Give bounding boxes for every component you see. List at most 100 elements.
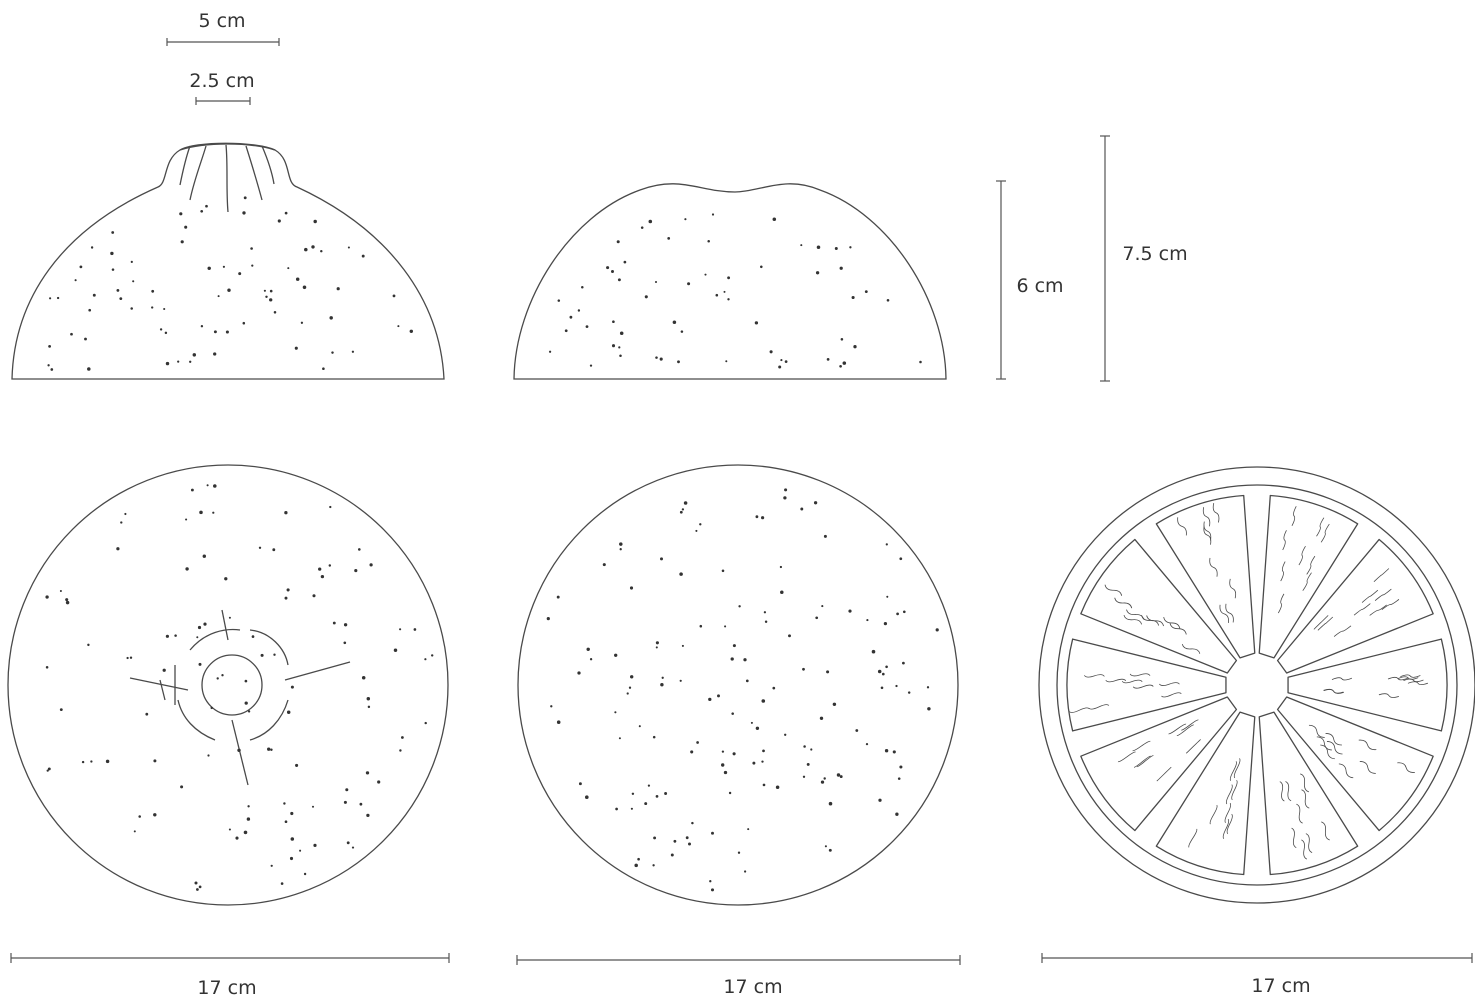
peel-dot [935, 628, 939, 632]
peel-dot [59, 589, 62, 593]
peel-dot [721, 763, 725, 767]
peel-dot [683, 501, 688, 505]
peel-dot [284, 596, 288, 600]
peel-dot [618, 346, 621, 349]
peel-dot [277, 219, 281, 223]
peel-dot [652, 735, 656, 739]
peel-dot [163, 307, 166, 311]
peel-dot [802, 667, 805, 671]
peel-dot [784, 360, 788, 363]
peel-dot [180, 785, 184, 789]
peel-dot [270, 864, 273, 867]
peel-dot [153, 759, 157, 763]
peel-dot [213, 330, 217, 334]
peel-dot [265, 295, 268, 299]
peel-dot [660, 557, 663, 561]
peel-dot [672, 320, 677, 324]
peel-dot [816, 245, 821, 249]
peel-dot [727, 276, 731, 280]
height-6cm-label: 6 cm [1016, 275, 1063, 297]
peel-dot [185, 567, 189, 571]
peel-dot [762, 749, 765, 753]
peel-dot [65, 598, 69, 602]
peel-dot [826, 358, 830, 361]
peel-dot [803, 745, 806, 748]
pulp-vesicle [1121, 679, 1143, 684]
peel-dot [119, 297, 123, 301]
peel-dot [670, 853, 674, 857]
orange-segment [1258, 494, 1359, 659]
peel-dot [619, 331, 624, 336]
pulp-vesicle [1325, 733, 1342, 746]
peel-dot [752, 761, 756, 765]
peel-dot [699, 624, 703, 628]
peel-dot [886, 595, 889, 598]
peel-dot [586, 647, 590, 652]
pulp-vesicle [1316, 517, 1325, 537]
peel-dot [589, 658, 593, 661]
peel-dot [834, 247, 838, 250]
peel-dot [56, 296, 60, 300]
peel-dot [213, 484, 217, 488]
width-left-dimension [10, 953, 450, 963]
peel-dot [775, 785, 780, 790]
peel-dot [684, 218, 687, 221]
peel-dot [329, 505, 332, 509]
pulp-vesicle [1104, 584, 1123, 596]
pulp-vesicle [1291, 506, 1297, 526]
peel-dot [660, 682, 664, 687]
peel-dot [727, 298, 730, 301]
peel-dot [287, 267, 290, 270]
peel-dot [760, 265, 763, 269]
peel-dot [130, 307, 133, 310]
peel-dot [731, 712, 734, 715]
pulp-vesicle [1161, 692, 1182, 698]
peel-dot [272, 548, 276, 552]
peel-dot [634, 863, 638, 868]
pulp-vesicle [1105, 678, 1127, 683]
peel-dot [251, 264, 254, 267]
peel-dot [343, 800, 347, 804]
orange-segment [1258, 711, 1359, 876]
peel-dot [687, 282, 691, 286]
peel-dot [564, 329, 568, 333]
peel-dot [784, 733, 787, 736]
peel-dot [619, 542, 623, 546]
peel-dot [864, 290, 868, 294]
peel-dot [652, 864, 655, 867]
pulp-vesicle [1209, 557, 1218, 577]
peel-dot [320, 249, 323, 253]
peel-dot [637, 857, 640, 861]
peel-dot [206, 484, 209, 487]
peel-dot [346, 841, 350, 845]
peel-dot [721, 750, 725, 753]
peel-dot [724, 625, 727, 628]
peel-dot [556, 720, 561, 724]
peel-dot [763, 611, 767, 614]
peel-dot [638, 725, 641, 728]
peel-dot [151, 289, 155, 293]
peel-dot [133, 830, 136, 833]
pulp-vesicle [1282, 530, 1287, 551]
peel-dot [581, 286, 584, 289]
pulp-vesicle [1126, 609, 1145, 620]
peel-dot [661, 676, 664, 679]
peel-dot [247, 805, 250, 808]
pulp-vesicle [1326, 741, 1343, 755]
peel-dot [84, 337, 87, 341]
pulp-vesicle [1301, 839, 1308, 860]
pulp-vesicle [1279, 781, 1285, 802]
peel-dot [392, 294, 396, 298]
peel-dot [164, 331, 168, 335]
peel-dot [589, 364, 593, 367]
peel-dot [615, 807, 618, 811]
peel-dot [823, 534, 827, 538]
peel-dot [640, 226, 644, 229]
orange-segment [1080, 696, 1238, 832]
orange-segment [1287, 638, 1448, 732]
peel-dot [199, 510, 203, 515]
peel-dot [732, 752, 736, 756]
peel-dot [772, 217, 777, 222]
peel-dot [611, 270, 614, 273]
peel-dot [644, 802, 648, 806]
